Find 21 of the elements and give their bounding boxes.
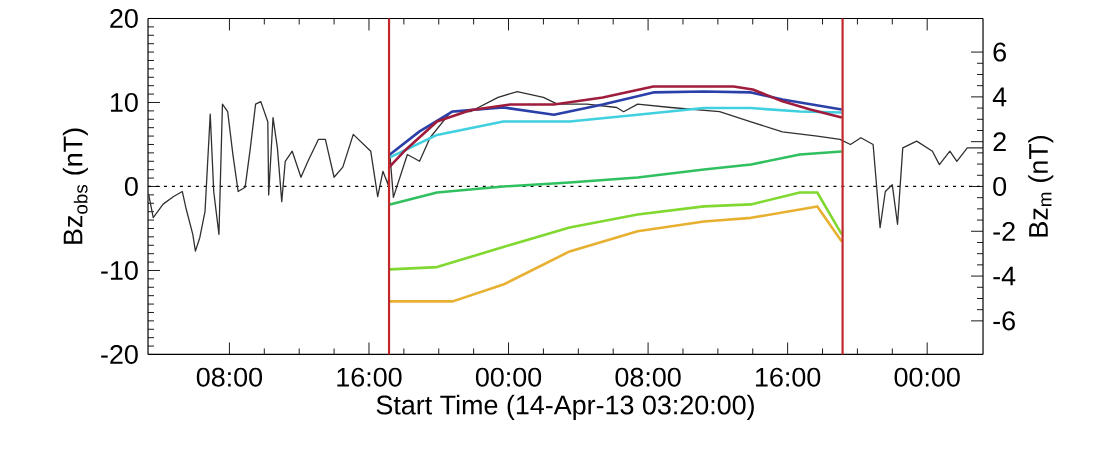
x-tick-label: 16:00 [337,367,402,387]
x-tick-label: 08:00 [615,367,681,387]
y2-tick-label: 0 [993,176,1007,196]
y2-tick-label: 4 [992,87,1007,106]
y-tick-label: 0 [124,176,138,196]
x-tick-label: 16:00 [756,367,821,387]
y-tick-label: 10 [110,92,138,112]
y2-axis-title: Bz$_{m}$ (nT) [1028,135,1054,237]
x-tick-label: 08:00 [196,367,263,387]
y-axis-title: Bz$_{obs}$ (nT) [62,128,88,244]
x-axis-title: Start Time (14-Apr-13 03:20:00) [376,394,754,420]
y2-tick-label: 6 [993,42,1006,62]
y-tick-label: -10 [101,260,138,280]
x-tick-label: 00:00 [475,367,542,387]
y2-tick-label: -4 [993,266,1016,286]
y-tick-label: -20 [101,344,138,364]
y-tick-label: 20 [110,8,138,28]
y2-tick-label: -2 [993,221,1015,241]
y2-tick-label: 2 [993,132,1006,151]
y2-tick-label: -6 [993,311,1015,331]
x-tick-label: 00:00 [894,367,960,387]
